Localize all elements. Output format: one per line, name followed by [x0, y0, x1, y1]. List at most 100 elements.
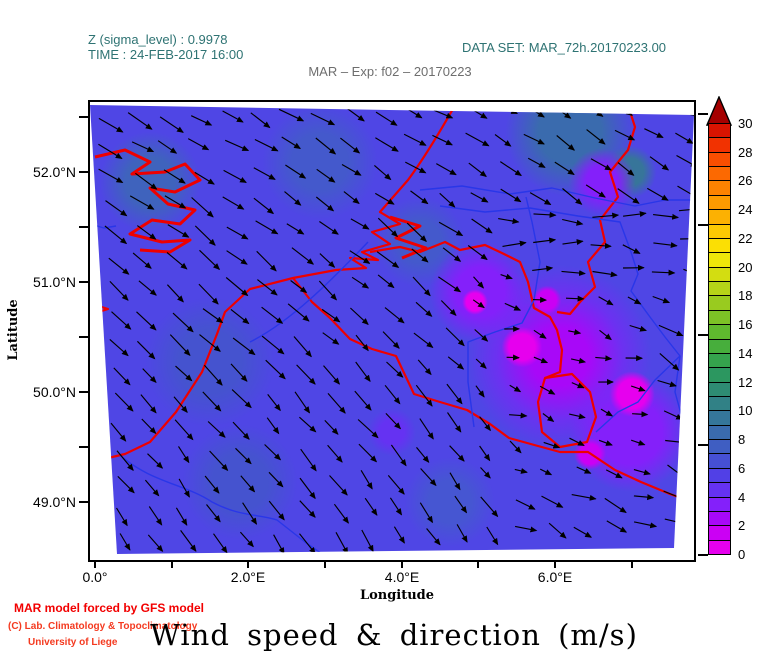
wind-arrow [362, 530, 373, 551]
wind-arrow [158, 141, 176, 154]
wind-arrow [391, 445, 406, 466]
river-rhine-delta-north [420, 186, 694, 206]
wind-arrow [167, 253, 187, 269]
wind-arrow [515, 526, 536, 530]
wind-arrow [480, 417, 491, 431]
wind-arrow [687, 297, 694, 300]
wind-arrow [214, 534, 227, 553]
river-scheldt [250, 242, 368, 342]
wind-arrow [205, 476, 219, 493]
wind-arrow [269, 472, 283, 486]
wind-arrow [500, 162, 521, 176]
wind-arrow [618, 189, 639, 204]
wind-arrow [432, 135, 452, 144]
wind-arrow [473, 300, 484, 308]
wind-arrow [236, 448, 252, 463]
colorbar-axis-tick [698, 443, 708, 446]
wind-arrow [323, 333, 339, 345]
wind-arrow [195, 226, 215, 245]
wind-arrow [110, 339, 128, 355]
wind-arrow [427, 529, 440, 545]
wind-arrow [412, 249, 428, 262]
wind-arrow [210, 451, 228, 470]
colorbar-value-label: 16 [738, 317, 753, 333]
wind-arrow [240, 532, 253, 547]
wind-arrow [528, 158, 545, 167]
colorbar-segment [708, 381, 731, 397]
colorbar-value-label: 8 [738, 432, 746, 448]
wind-arrow [241, 476, 255, 492]
wind-arrow [111, 423, 126, 441]
y-tick-minor [79, 446, 88, 448]
wind-arrow [375, 193, 394, 204]
colorbar-segment [708, 324, 731, 340]
wind-arrow [355, 391, 371, 410]
wind-arrow [200, 250, 220, 269]
colorbar-overflow-triangle [706, 96, 733, 126]
wind-arrow [416, 302, 432, 316]
colorbar-segment [708, 151, 731, 168]
y-tick-major [79, 501, 88, 503]
wind-arrow [533, 240, 555, 243]
wind-arrow [434, 110, 453, 118]
wind-arrow [311, 113, 335, 124]
wind-arrow [199, 284, 218, 304]
colorbar-segment [708, 180, 731, 196]
wind-arrow [650, 157, 668, 170]
wind-arrow [420, 419, 434, 439]
wind-arrow [400, 105, 421, 118]
wind-arrow [279, 109, 303, 121]
x-axis-title: Longitude [359, 588, 435, 603]
wind-arrow [439, 222, 462, 235]
france-belgium-border [293, 278, 694, 504]
wind-arrow [515, 469, 527, 472]
x-tick-minor [171, 560, 173, 568]
colorbar-segment [708, 352, 731, 369]
wind-arrow [668, 465, 688, 480]
lab-credit-text: (C) Lab. Climatology & Topoclimatology [8, 621, 198, 632]
colorbar-value-label: 22 [738, 230, 753, 246]
wind-arrow [665, 519, 689, 525]
wind-arrow [510, 441, 521, 453]
map-overlay-lines [90, 102, 694, 560]
wind-arrow [324, 366, 340, 384]
y-tick-label: 51.0°N [33, 274, 76, 290]
wind-arrow [137, 312, 156, 330]
wind-arrow [680, 239, 694, 240]
wind-arrow [471, 193, 488, 202]
wind-arrow [438, 277, 460, 292]
experiment-subtitle: MAR – Exp: f02 – 20170223 [308, 64, 472, 79]
wind-arrow [257, 280, 277, 295]
wind-arrow [634, 496, 653, 498]
figure-title: Wind speed & direction (m/s) [150, 618, 638, 652]
wind-arrow [342, 165, 361, 176]
wind-arrow [176, 508, 186, 525]
wind-arrow [457, 524, 467, 542]
x-tick-label: 4.0°E [384, 569, 420, 585]
colorbar-segment [708, 539, 731, 555]
y-tick-label: 49.0°N [33, 494, 76, 510]
wind-arrow [450, 446, 465, 461]
wind-arrow [630, 326, 646, 331]
wind-arrow [195, 172, 214, 184]
wind-arrow [317, 169, 335, 182]
wind-arrow [540, 386, 555, 394]
colorbar-segment [708, 237, 731, 254]
wind-arrow [476, 386, 484, 397]
wind-arrow [387, 362, 403, 377]
wind-arrow [465, 105, 487, 118]
wind-arrow [503, 243, 526, 247]
wind-arrow [292, 248, 313, 265]
wind-vector-arrows [90, 102, 694, 560]
wind-arrow [130, 196, 154, 209]
wind-arrow [653, 215, 678, 218]
x-tick-major [554, 560, 556, 568]
colorbar-segment [708, 410, 731, 426]
y-tick-minor [79, 116, 88, 118]
wind-arrow [501, 275, 512, 279]
wind-arrow [251, 113, 270, 128]
wind-arrow [599, 297, 613, 305]
wind-arrow [285, 165, 305, 178]
wind-arrow [232, 390, 251, 408]
colorbar-segment [708, 395, 731, 412]
